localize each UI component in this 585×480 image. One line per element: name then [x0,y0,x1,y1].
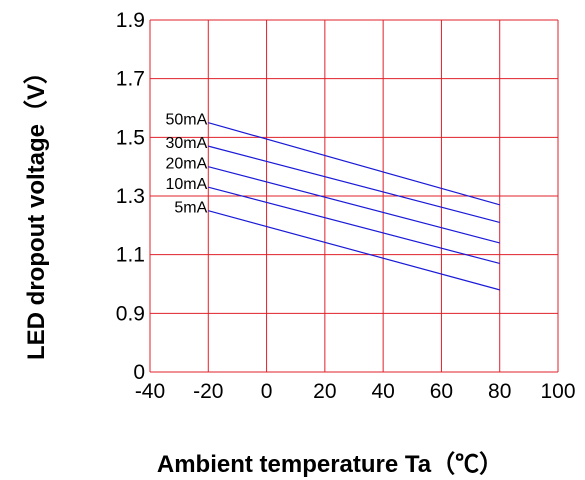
x-tick-label: 60 [430,380,453,403]
series-line-50mA [208,122,500,206]
x-tick-label: 80 [488,380,511,403]
x-tick-label: 40 [371,380,394,403]
series-label-50mA: 50mA [165,112,207,129]
series-lines [208,122,500,291]
y-tick-label: 1.7 [116,68,145,91]
series-line-5mA [208,210,500,291]
y-tick-label: 1.5 [116,126,145,149]
y-axis-title: LED dropout voltage（V） [23,60,50,360]
series-labels: 50mA 30mA 20mA 10mA 5mA [165,112,207,217]
series-line-30mA [208,145,500,223]
x-axis-ticks: -40 -20 0 20 40 60 80 100 [135,380,576,403]
y-tick-label: 1.3 [116,185,145,208]
series-label-10mA: 10mA [165,176,207,193]
x-tick-label: 0 [261,380,273,403]
y-axis-ticks: 0 0.9 1.1 1.3 1.5 1.7 1.9 [116,9,145,384]
grid [149,19,559,373]
series-label-5mA: 5mA [174,200,207,217]
series-line-10mA [208,186,500,265]
x-tick-label: 20 [313,380,336,403]
y-tick-label: 0 [133,361,145,384]
series-label-20mA: 20mA [165,156,207,173]
y-tick-label: 1.1 [116,244,145,267]
x-tick-label: -40 [135,380,165,403]
x-axis-title: Ambient temperature Ta（℃） [157,451,503,478]
y-tick-label: 0.9 [116,302,145,325]
series-label-30mA: 30mA [165,135,207,152]
x-tick-label: 100 [540,380,575,403]
series-line-20mA [208,166,500,244]
x-tick-label: -20 [193,380,223,403]
y-tick-label: 1.9 [116,9,145,32]
